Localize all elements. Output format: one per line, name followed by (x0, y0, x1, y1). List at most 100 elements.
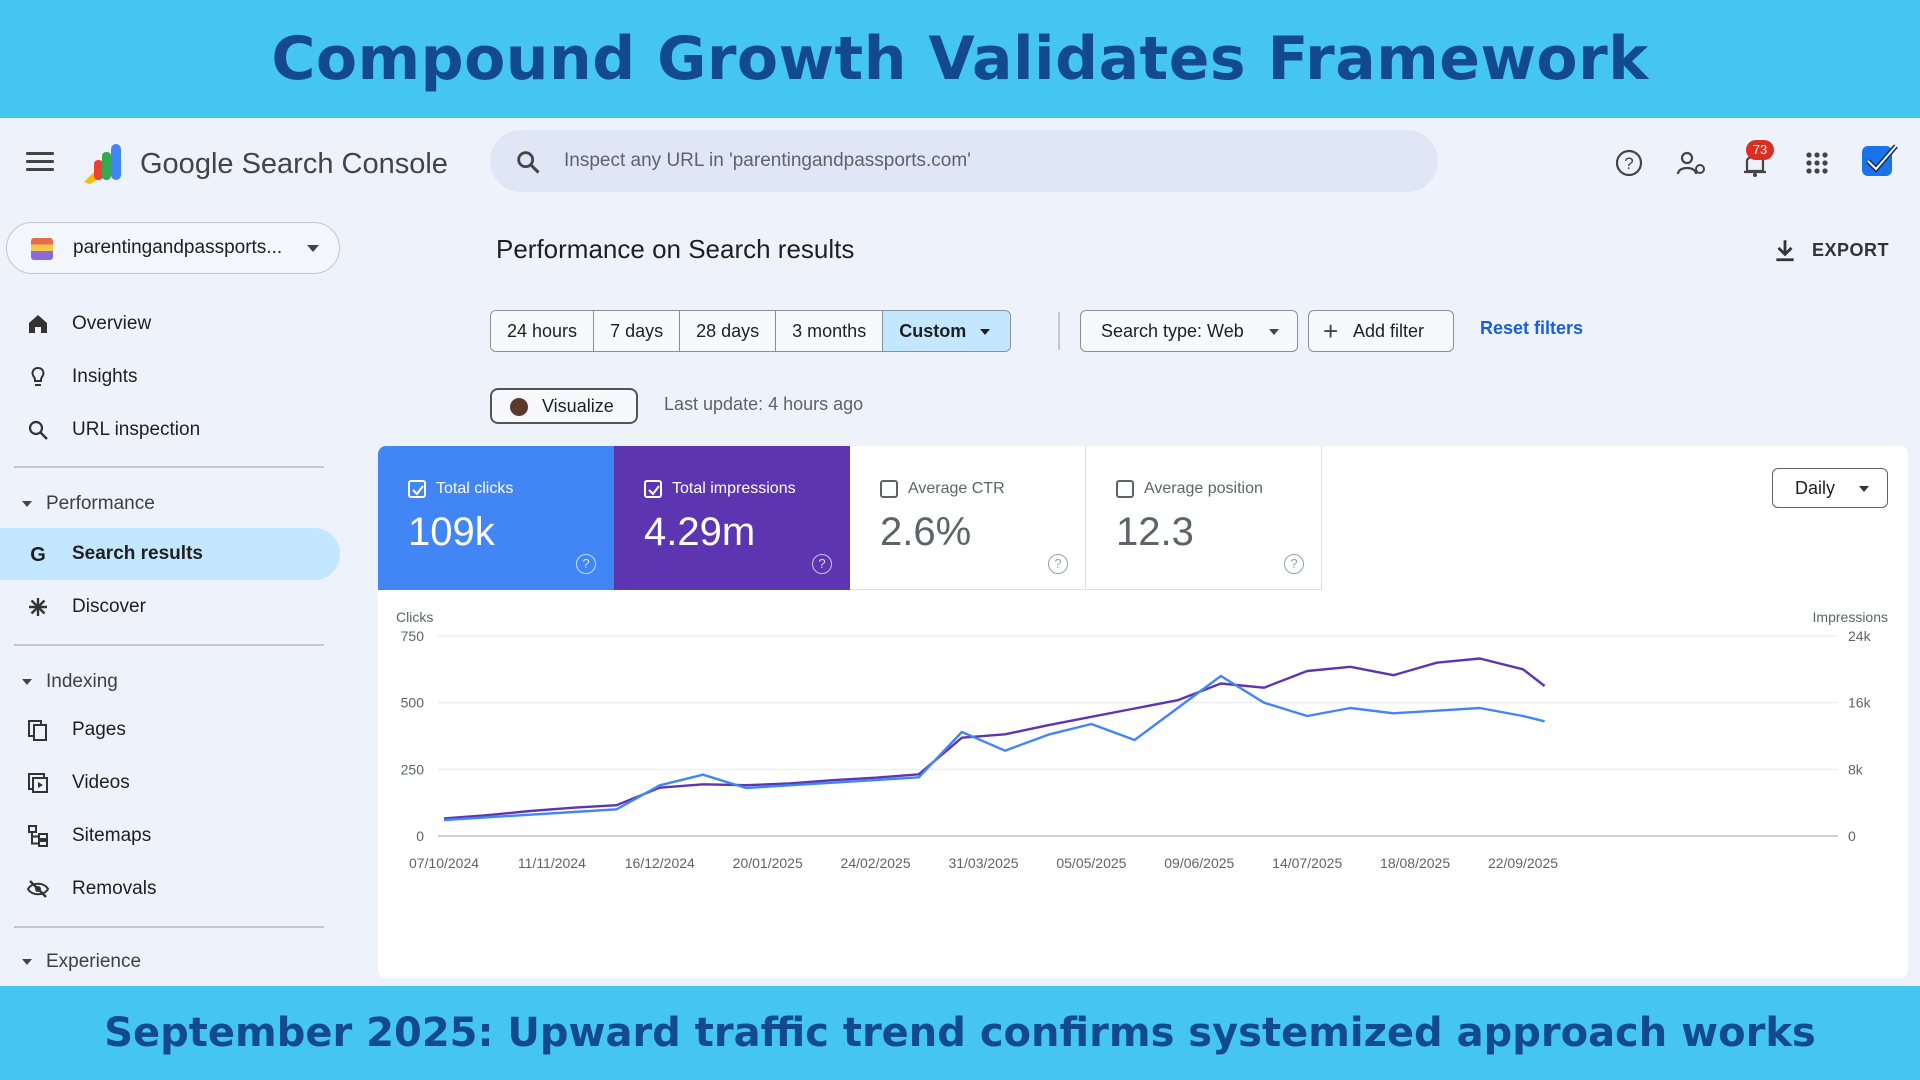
download-icon (1776, 240, 1794, 262)
sidebar-item-pages[interactable]: Pages (0, 704, 340, 756)
x-tick-label: 16/12/2024 (625, 855, 695, 871)
sidebar-item-label: Discover (72, 596, 146, 617)
add-filter-button[interactable]: + Add filter (1308, 310, 1454, 352)
filter-divider (1058, 312, 1060, 350)
search-type-filter[interactable]: Search type: Web (1080, 310, 1298, 352)
y-left-tick-label: 500 (401, 695, 425, 711)
date-range-custom[interactable]: Custom (883, 311, 1011, 351)
checkbox-unchecked-icon[interactable] (880, 480, 898, 498)
y-right-tick-label: 8k (1848, 761, 1864, 777)
search-icon (28, 420, 48, 440)
visualize-avatar-icon (510, 398, 528, 416)
url-inspect-search[interactable] (490, 130, 1438, 192)
date-range-28-days[interactable]: 28 days (680, 311, 777, 351)
sidebar-item-label: Videos (72, 772, 130, 793)
metric-value: 109k (408, 510, 495, 554)
svg-text:?: ? (1624, 154, 1633, 173)
page-title: Performance on Search results (496, 234, 855, 264)
checkbox-unchecked-icon[interactable] (1116, 480, 1134, 498)
menu-icon[interactable] (26, 152, 54, 172)
collapse-arrow-icon (22, 679, 32, 685)
date-range-3-months[interactable]: 3 months (776, 311, 884, 351)
sidebar-section-performance[interactable]: Performance (0, 482, 340, 526)
sidebar-item-videos[interactable]: Videos (0, 757, 340, 809)
sidebar-item-sitemaps[interactable]: Sitemaps (0, 810, 340, 862)
metric-label: Total impressions (672, 480, 796, 497)
x-tick-label: 05/05/2025 (1056, 855, 1126, 871)
help-icon[interactable]: ? (1048, 554, 1068, 574)
help-icon[interactable]: ? (576, 554, 596, 574)
date-range-selector: 24 hours 7 days 28 days 3 months Custom (490, 310, 1012, 352)
sidebar-section-indexing[interactable]: Indexing (0, 660, 340, 704)
user-settings-icon[interactable] (1674, 146, 1708, 180)
metric-value: 12.3 (1116, 510, 1194, 554)
reset-filters-link[interactable]: Reset filters (1480, 318, 1584, 338)
home-icon (29, 315, 47, 333)
search-console-logo (84, 144, 121, 184)
search-icon (517, 151, 540, 174)
account-avatar-icon[interactable] (1858, 140, 1900, 182)
sidebar-item-label: Insights (72, 366, 138, 387)
x-tick-label: 11/11/2024 (518, 855, 586, 871)
collapse-arrow-icon (22, 959, 32, 965)
checkbox-checked-icon[interactable] (408, 480, 426, 498)
sidebar-item-search-results[interactable]: G Search results (0, 528, 340, 580)
x-tick-label: 18/08/2025 (1380, 855, 1450, 871)
date-range-7-days[interactable]: 7 days (594, 311, 681, 351)
sidebar-item-label: Overview (72, 313, 152, 334)
x-tick-label: 20/01/2025 (733, 855, 803, 871)
metric-average-ctr[interactable]: Average CTR 2.6% ? (850, 446, 1086, 590)
removals-icon (26, 880, 50, 898)
sidebar-item-label: Removals (72, 878, 157, 899)
search-type-label: Search type: Web (1101, 321, 1244, 341)
date-range-24-hours[interactable]: 24 hours (491, 311, 595, 351)
x-tick-label: 09/06/2025 (1164, 855, 1234, 871)
add-filter-label: Add filter (1353, 321, 1425, 341)
videos-icon (28, 773, 48, 793)
performance-line-chart: 750 24k 500 16k 250 8k 0 0 Clicks Impressions 07/1… (396, 609, 1888, 871)
export-button[interactable]: EXPORT (1772, 232, 1889, 268)
chevron-down-icon (307, 245, 319, 252)
apps-grid-icon[interactable] (1800, 146, 1834, 180)
sidebar-item-overview[interactable]: Overview (0, 298, 340, 350)
metric-total-clicks[interactable]: Total clicks 109k ? (378, 446, 614, 590)
section-label: Performance (46, 493, 155, 514)
metric-total-impressions[interactable]: Total impressions 4.29m ? (614, 446, 850, 590)
sidebar-divider (14, 644, 324, 646)
property-selector[interactable]: parentingandpassports... (6, 222, 340, 274)
pages-icon (28, 720, 47, 741)
y-right-tick-label: 24k (1848, 628, 1872, 644)
visualize-button[interactable]: Visualize (490, 388, 638, 424)
y-right-tick-label: 0 (1848, 828, 1856, 844)
help-icon[interactable]: ? (1612, 146, 1646, 180)
sidebar-item-discover[interactable]: Discover (0, 581, 340, 633)
help-icon[interactable]: ? (812, 554, 832, 574)
banner-title: Compound Growth Validates Framework (271, 24, 1649, 94)
section-label: Indexing (46, 671, 118, 692)
last-update-text: Last update: 4 hours ago (664, 394, 864, 414)
checkbox-checked-icon[interactable] (644, 480, 662, 498)
sidebar-item-removals[interactable]: Removals (0, 863, 340, 915)
property-favicon (31, 238, 53, 260)
y-right-axis-label: Impressions (1813, 609, 1888, 625)
lightbulb-icon (31, 366, 45, 386)
metric-value: 4.29m (644, 510, 756, 554)
sidebar-item-insights[interactable]: Insights (0, 351, 340, 403)
search-console-app: Google Search Console ? 73 parentingandp… (0, 118, 1920, 986)
section-label: Experience (46, 951, 142, 972)
granularity-dropdown[interactable]: Daily (1772, 468, 1888, 508)
sidebar-item-label: Sitemaps (72, 825, 152, 846)
y-left-tick-label: 250 (401, 761, 425, 777)
sidebar-divider (14, 926, 324, 928)
sidebar-item-url-inspection[interactable]: URL inspection (0, 404, 340, 456)
sidebar-item-label: Pages (72, 719, 126, 740)
search-input[interactable] (564, 144, 1404, 178)
metric-average-position[interactable]: Average position 12.3 ? (1086, 446, 1322, 590)
x-tick-label: 31/03/2025 (948, 855, 1018, 871)
y-left-tick-label: 0 (416, 828, 424, 844)
sidebar-section-experience[interactable]: Experience (0, 940, 340, 984)
brand-name: Google Search Console (140, 148, 448, 180)
y-right-tick-label: 16k (1848, 695, 1872, 711)
notification-badge: 73 (1746, 140, 1774, 160)
help-icon[interactable]: ? (1284, 554, 1304, 574)
